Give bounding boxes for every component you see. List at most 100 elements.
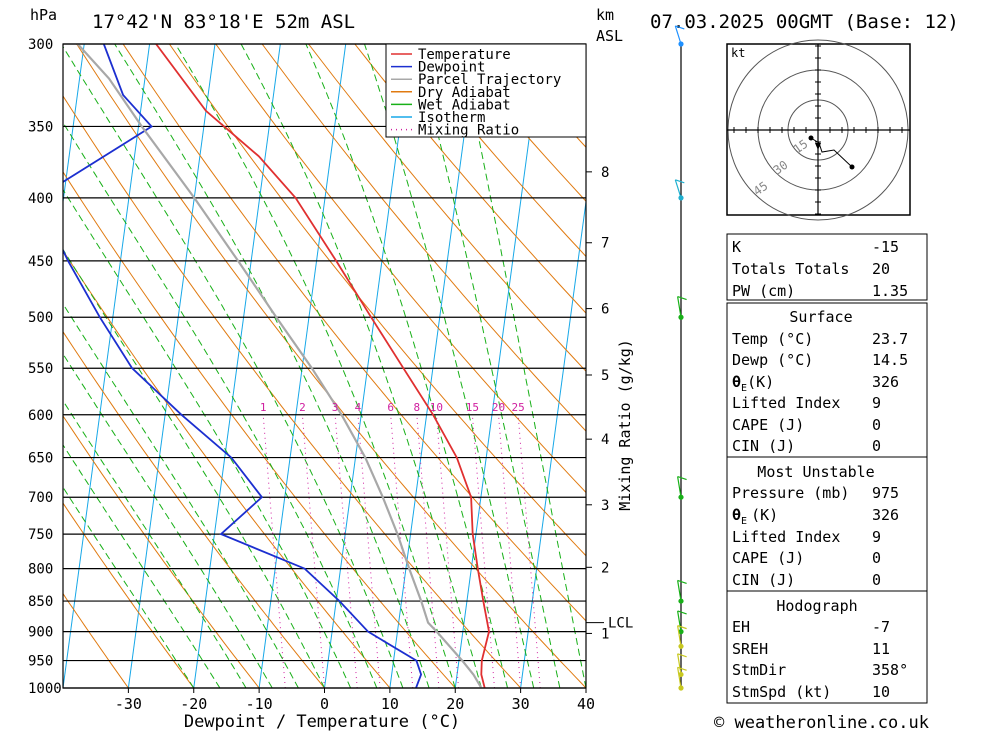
mu-li-value: 9 — [872, 528, 881, 546]
legend-label: Wet Adiabat — [418, 97, 511, 113]
copyright: © weatheronline.co.uk — [714, 713, 929, 733]
surface-dewp-label: Dewp (°C) — [732, 351, 813, 369]
pressure-tick-label: 750 — [28, 527, 53, 543]
pressure-tick-label: 300 — [28, 37, 53, 53]
dry-adiabat-line — [261, 44, 586, 432]
x-axis: -30 -20 -10 0 10 20 30 40 — [115, 688, 595, 713]
wind-profile — [674, 25, 687, 691]
wind-barb — [677, 476, 682, 498]
height-axis: 1 2 3 4 5 6 7 8 LCL — [586, 165, 633, 642]
x-tick-label: -30 — [115, 695, 142, 713]
mixing-ratio-line — [517, 414, 541, 688]
isotherm-line — [454, 44, 543, 688]
datetime-title: 07.03.2025 00GMT (Base: 12) — [650, 11, 959, 33]
surface-theta-label: θE(K) — [732, 373, 774, 394]
k-value: -15 — [872, 238, 899, 256]
wet-adiabat-line — [63, 188, 352, 688]
surface-table: Surface Temp (°C) 23.7 Dewp (°C) 14.5 θE… — [726, 302, 928, 458]
mu-theta-label: θE (K) — [732, 506, 778, 527]
pressure-tick-label: 800 — [28, 562, 53, 578]
eh-value: -7 — [872, 618, 890, 636]
mixing-ratio-labels: 1 2 3 4 6 8 10 15 20 25 — [260, 401, 525, 414]
mixing-ratio-tick-label: 20 — [492, 401, 505, 414]
legend-label: Parcel Trajectory — [418, 72, 561, 88]
wet-adiabat-line — [459, 44, 586, 688]
height-tick-label: 5 — [601, 368, 609, 384]
mixing-ratio-tick-label: 8 — [413, 401, 420, 414]
x-tick-label: -10 — [246, 695, 273, 713]
dry-adiabat-line — [63, 171, 456, 688]
height-tick-label: 7 — [601, 236, 609, 252]
hodograph-unit: kt — [731, 46, 745, 60]
mixing-ratio-line — [357, 414, 381, 688]
hodograph-ring-label: 45 — [751, 179, 771, 199]
pressure-tick-label: 350 — [28, 119, 53, 135]
wet-adiabat-line — [414, 44, 561, 688]
eh-label: EH — [732, 618, 750, 636]
mixing-ratio-tick-label: 4 — [355, 401, 362, 414]
wind-barb-flag — [677, 653, 687, 658]
mixing-ratio-tick-label: 10 — [430, 401, 443, 414]
pressure-tick-label: 1000 — [28, 681, 62, 697]
sreh-value: 11 — [872, 640, 890, 658]
wet-adiabat-line — [305, 44, 508, 688]
legend-label: Mixing Ratio — [418, 123, 519, 139]
mixing-ratio-axis-label: Mixing Ratio (g/kg) — [616, 339, 634, 511]
surface-theta-value: 326 — [872, 373, 899, 391]
mixing-ratio-line — [334, 414, 358, 688]
isotherm-line — [63, 44, 151, 688]
wind-barb — [677, 296, 682, 318]
wind-barb — [677, 580, 682, 602]
wind-level-dot — [678, 629, 684, 635]
mu-cape-label: CAPE (J) — [732, 549, 804, 567]
hodograph-ring-label: 15 — [791, 137, 811, 157]
wind-barb-flag — [677, 295, 687, 301]
height-tick-label: 1 — [601, 626, 609, 642]
mixing-ratio-line — [416, 414, 440, 688]
hodograph-point — [808, 135, 814, 141]
isotherm-line — [258, 44, 347, 688]
pressure-tick-label: 600 — [28, 408, 53, 424]
hpa-unit-label: hPa — [30, 6, 57, 24]
mu-theta-value: 326 — [872, 506, 899, 524]
dry-adiabat-line — [354, 44, 586, 314]
pressure-tick-label: 450 — [28, 254, 53, 270]
dry-adiabat-line — [400, 44, 586, 258]
dry-adiabat-line — [63, 592, 129, 688]
surface-cape-label: CAPE (J) — [732, 416, 804, 434]
most-unstable-title: Most Unstable — [757, 463, 874, 481]
profiles — [63, 44, 490, 688]
x-axis-label: Dewpoint / Temperature (°C) — [184, 712, 460, 732]
dry-adiabat-line — [308, 44, 586, 373]
hodograph-table-title: Hodograph — [776, 597, 857, 615]
height-tick-label: 4 — [601, 432, 609, 448]
lcl-label: LCL — [608, 616, 633, 632]
wet-adiabat-line — [174, 44, 456, 688]
surface-li-label: Lifted Index — [732, 394, 840, 412]
mixing-ratio-line — [262, 414, 286, 688]
mixing-ratio-line — [435, 414, 460, 688]
stmspd-label: StmSpd (kt) — [732, 683, 831, 701]
parcel-trajectory-line — [76, 44, 483, 688]
surface-cape-value: 0 — [872, 416, 881, 434]
isotherm-line — [389, 44, 477, 688]
totals-label: Totals Totals — [732, 260, 849, 278]
isotherm-line — [0, 44, 19, 688]
isotherm-line — [63, 44, 85, 206]
wind-barb-flag — [677, 666, 687, 671]
wind-barb-flag — [675, 179, 685, 184]
pressure-tick-label: 950 — [28, 654, 53, 670]
dry-adiabat-line — [63, 502, 195, 688]
pressure-tick-label: 700 — [28, 490, 53, 506]
pressure-tick-label: 900 — [28, 625, 53, 641]
dry-adiabat-line — [63, 249, 391, 688]
pressure-tick-label: 650 — [28, 451, 53, 467]
wind-barb-flag — [677, 579, 687, 584]
mixing-ratio-line — [301, 414, 325, 688]
x-tick-label: 0 — [320, 695, 329, 713]
isotherm-line — [193, 44, 281, 688]
totals-value: 20 — [872, 260, 890, 278]
surface-temp-value: 23.7 — [872, 330, 908, 348]
hodograph-point — [849, 164, 855, 170]
